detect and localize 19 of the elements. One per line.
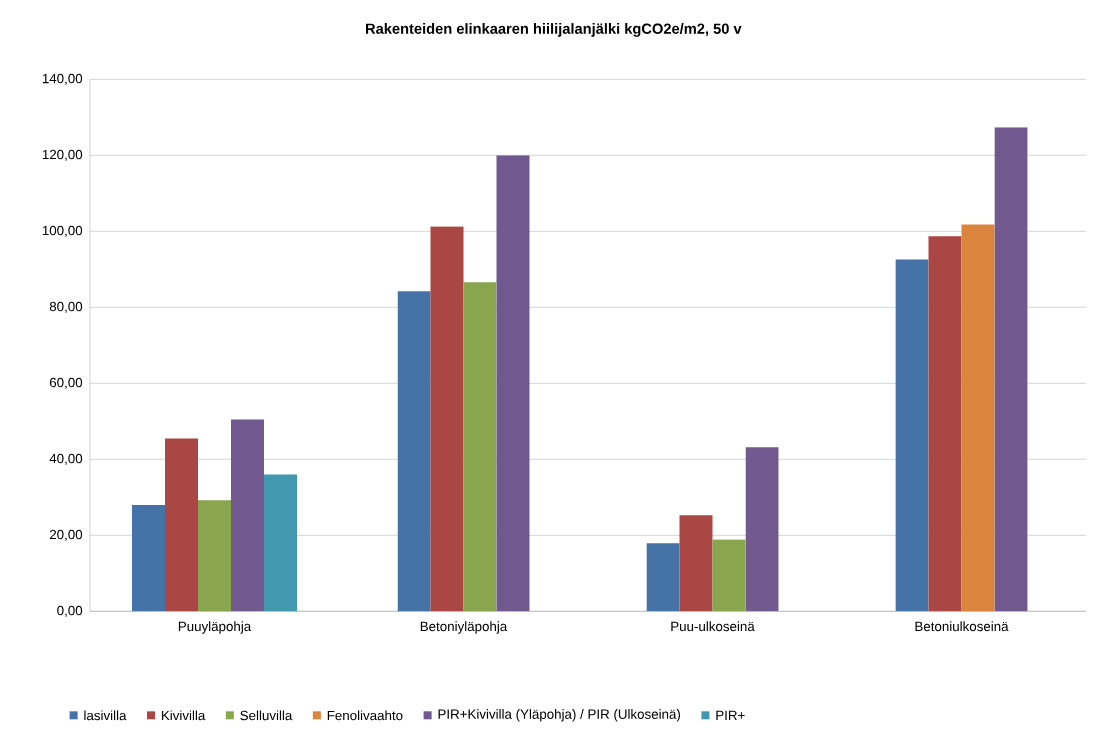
legend-label: Selluvilla — [240, 710, 293, 721]
y-tick-label: 40,00 — [49, 453, 83, 465]
y-tick-label: 0,00 — [57, 605, 83, 617]
x-tick-label: Betoniulkoseinä — [915, 621, 1009, 632]
x-tick-label: Betoniyläpohja — [420, 621, 508, 634]
legend-label: Kivivilla — [161, 710, 206, 721]
y-tick-label: 80,00 — [49, 301, 83, 313]
legend-label: lasivilla — [84, 710, 127, 721]
y-tick-label: 60,00 — [49, 377, 83, 389]
x-tick-label: Puuyläpohja — [178, 621, 252, 634]
y-tick-label: 140,00 — [42, 73, 83, 85]
legend-label: Fenolivaahto — [327, 710, 403, 721]
y-tick-label: 120,00 — [42, 149, 83, 161]
chart-title: Rakenteiden elinkaaren hiilijalanjälki kgCO2e/m2, 50 v — [366, 23, 742, 37]
legend-label: PIR+Kivivilla (Yläpohja) / PIR (Ulkoseinä) — [438, 709, 681, 722]
y-tick-label: 100,00 — [42, 225, 83, 237]
legend-label: PIR+ — [716, 710, 745, 720]
y-tick-label: 20,00 — [49, 529, 83, 541]
x-tick-label: Puu-ulkoseinä — [671, 621, 755, 632]
